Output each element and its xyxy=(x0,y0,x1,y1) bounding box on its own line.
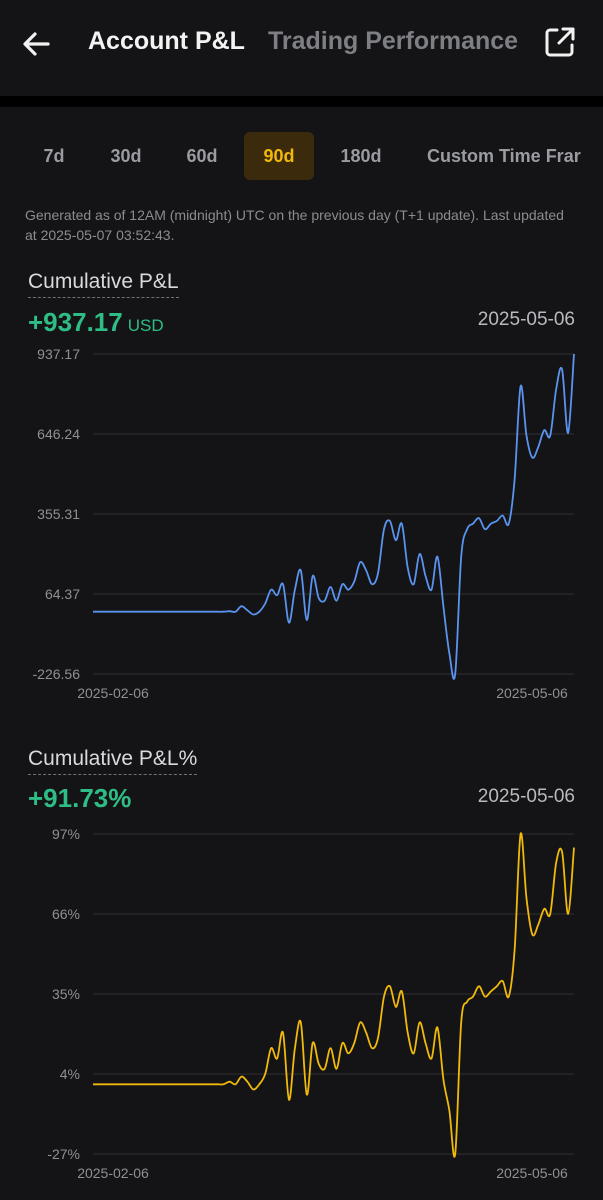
x-tick-label: 2025-02-06 xyxy=(77,1165,149,1181)
filter-30d[interactable]: 30d xyxy=(110,146,142,166)
top-bar: Account P&L Trading Performance xyxy=(0,0,603,107)
y-tick-label: 355.31 xyxy=(37,506,80,522)
pnl-unit: USD xyxy=(127,316,164,335)
filter-180d[interactable]: 180d xyxy=(340,146,382,166)
pnl-pct-chart[interactable]: 97% 66% 35% 4% -27% 2025-02-06 2025-05-06 xyxy=(0,810,603,1190)
y-tick-label: 646.24 xyxy=(37,426,80,442)
x-tick-label: 2025-02-06 xyxy=(77,685,149,701)
pnl-pct-title[interactable]: Cumulative P&L% xyxy=(28,747,198,775)
series-line xyxy=(93,353,575,680)
y-tick-label: 4% xyxy=(60,1066,80,1082)
filter-custom-time-frame[interactable]: Custom Time Frar xyxy=(427,146,581,166)
x-tick-label: 2025-05-06 xyxy=(496,685,568,701)
y-tick-label: 64.37 xyxy=(45,586,80,602)
y-tick-label: -226.56 xyxy=(33,666,81,682)
update-note: Generated as of 12AM (midnight) UTC on t… xyxy=(25,207,564,243)
pnl-pct-value: +91.73% xyxy=(28,783,132,813)
y-tick-label: -27% xyxy=(47,1146,80,1162)
y-tick-label: 97% xyxy=(52,826,80,842)
pnl-value: +937.17 USD xyxy=(28,307,164,338)
tab-account-pnl[interactable]: Account P&L xyxy=(88,27,245,55)
filter-60d[interactable]: 60d xyxy=(186,146,218,166)
x-tick-label: 2025-05-06 xyxy=(496,1165,568,1181)
pnl-chart[interactable]: 937.17 646.24 355.31 64.37 -226.56 2025-02-06… xyxy=(0,330,603,710)
filter-7d[interactable]: 7d xyxy=(43,146,65,166)
tab-trading-performance[interactable]: Trading Performance xyxy=(268,27,519,55)
arrow-left-icon[interactable] xyxy=(20,28,52,60)
y-tick-label: 937.17 xyxy=(37,346,80,362)
pnl-date: 2025-05-06 xyxy=(477,309,575,330)
time-range-filters: 7d 30d 60d 90d 180d Custom Time Frar xyxy=(0,132,603,180)
series-line xyxy=(93,832,575,1158)
pnl-pct-date: 2025-05-06 xyxy=(477,786,575,807)
y-tick-label: 66% xyxy=(52,906,80,922)
y-tick-label: 35% xyxy=(52,986,80,1002)
filter-90d[interactable]: 90d xyxy=(244,132,314,180)
external-link-icon[interactable] xyxy=(543,25,577,59)
pnl-title[interactable]: Cumulative P&L xyxy=(28,270,179,298)
pnl-amount: +937.17 xyxy=(28,307,123,337)
